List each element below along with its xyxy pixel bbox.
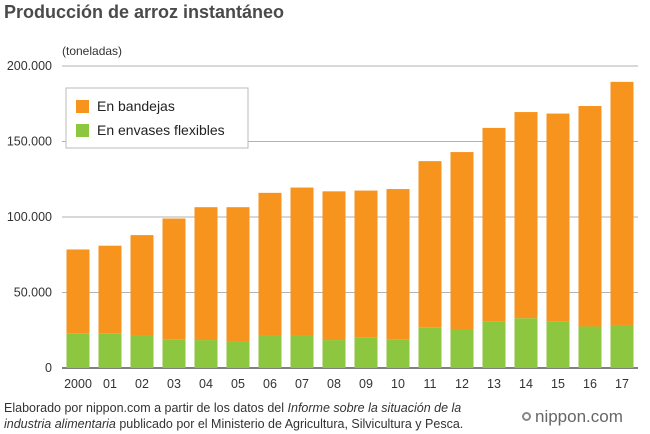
x-tick-label: 17 — [615, 377, 629, 391]
bar-segment — [258, 192, 282, 336]
bar-segment — [354, 337, 378, 368]
bar-segment — [322, 340, 346, 368]
bar-segment — [98, 245, 122, 334]
x-tick-label: 11 — [424, 377, 437, 391]
x-tick-label: 09 — [359, 377, 373, 391]
x-tick-label: 01 — [103, 377, 117, 391]
bar-segment — [482, 321, 506, 368]
bar-segment — [354, 190, 378, 338]
bar-segment — [610, 324, 634, 368]
bar-segment — [386, 339, 410, 368]
x-tick-label: 07 — [295, 377, 309, 391]
bar-segment — [418, 327, 442, 368]
bar-segment — [258, 335, 282, 368]
legend: En bandejas En envases flexibles — [65, 87, 249, 149]
x-tick-label: 14 — [519, 377, 533, 391]
y-tick-labels: 0 50.000 100.000 150.000 200.000 — [7, 59, 52, 375]
bar-segment — [450, 329, 474, 368]
y-tick-label: 150.000 — [7, 135, 52, 149]
x-tick-labels: 2000 01 02 03 04 05 06 07 08 09 10 11 12 13 14 15 16 17 — [64, 377, 629, 391]
bar-segment — [578, 106, 602, 327]
x-tick-label: 10 — [391, 377, 405, 391]
bar-segment — [162, 218, 186, 340]
legend-swatch — [76, 124, 89, 137]
bar-segment — [194, 340, 218, 368]
bar-segment — [322, 191, 346, 341]
bar-segment — [98, 333, 122, 368]
bar-segment — [290, 187, 314, 336]
x-tick-label: 15 — [551, 377, 565, 391]
bar-segment — [130, 335, 154, 368]
bar-segment — [66, 333, 90, 368]
bar-segment — [226, 341, 250, 368]
x-tick-label: 06 — [263, 377, 277, 391]
bar-segment — [482, 127, 506, 322]
y-tick-label: 50.000 — [14, 286, 52, 300]
y-axis-unit-label: (toneladas) — [62, 44, 123, 58]
bar-segment — [514, 318, 538, 368]
source-text-2: publicado por el Ministerio de Agricultu… — [115, 417, 464, 431]
bars — [66, 81, 634, 368]
x-tick-label: 13 — [487, 377, 501, 391]
bar-segment — [610, 81, 634, 325]
y-tick-label: 100.000 — [7, 210, 52, 224]
bar-segment — [578, 326, 602, 368]
logo-text: nippon.com — [535, 407, 623, 426]
legend-label: En bandejas — [97, 98, 175, 114]
y-tick-label: 0 — [45, 361, 52, 375]
x-tick-label: 12 — [455, 377, 469, 391]
bar-segment — [546, 321, 570, 368]
bar-segment — [162, 339, 186, 368]
stacked-bar-chart: 0 50.000 100.000 150.000 200.000 2000 01 02 03 0… — [7, 59, 638, 391]
legend-box — [65, 87, 249, 149]
bar-segment — [418, 161, 442, 328]
x-tick-label: 04 — [199, 377, 213, 391]
legend-swatch — [76, 100, 89, 113]
logo-circle-icon — [522, 412, 531, 421]
source-report-title: Informe sobre la situación de la industr… — [4, 401, 462, 431]
bar-segment — [450, 152, 474, 330]
x-tick-label: 16 — [583, 377, 597, 391]
bar-segment — [386, 189, 410, 340]
bar-segment — [194, 207, 218, 341]
x-tick-label: 03 — [167, 377, 181, 391]
nippon-logo: nippon.com — [522, 407, 623, 427]
x-tick-label: 2000 — [64, 377, 92, 391]
x-tick-label: 02 — [135, 377, 149, 391]
bar-segment — [290, 335, 314, 368]
bar-segment — [66, 249, 90, 334]
bar-segment — [130, 235, 154, 336]
x-tick-label: 05 — [231, 377, 245, 391]
bar-segment — [546, 113, 570, 322]
y-tick-label: 200.000 — [7, 59, 52, 73]
source-text-1: Elaborado por nippon.com a partir de los… — [4, 401, 288, 415]
legend-label: En envases flexibles — [97, 122, 225, 138]
bar-segment — [514, 112, 538, 319]
chart-title: Producción de arroz instantáneo — [4, 2, 285, 22]
bar-segment — [226, 207, 250, 342]
x-tick-label: 08 — [327, 377, 341, 391]
source-note: Elaborado por nippon.com a partir de los… — [4, 400, 509, 432]
